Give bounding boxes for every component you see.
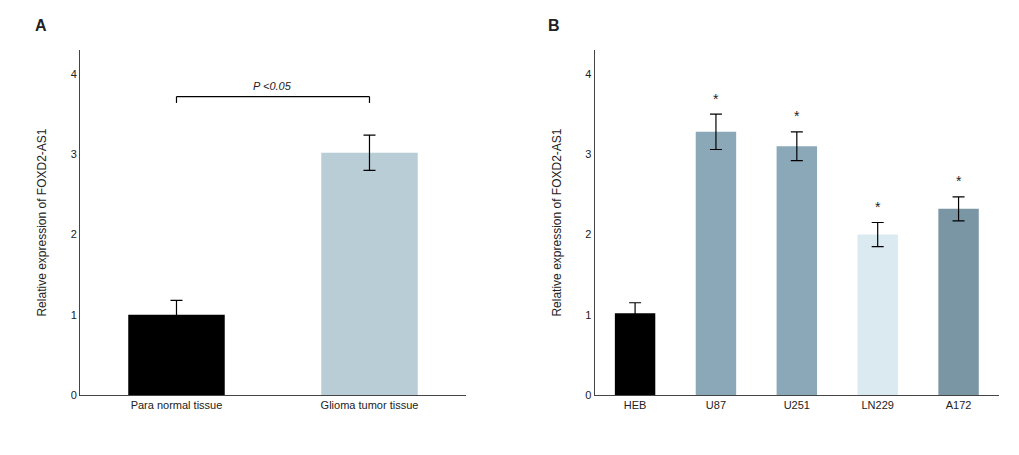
- svg-text:*: *: [875, 199, 881, 215]
- svg-text:3: 3: [71, 148, 77, 160]
- svg-text:0: 0: [71, 389, 77, 401]
- svg-text:Relative expression of FOXD2-A: Relative expression of FOXD2-AS1: [35, 128, 49, 316]
- svg-text:HEB: HEB: [624, 399, 647, 411]
- svg-text:P <0.05: P <0.05: [253, 80, 292, 92]
- svg-text:*: *: [713, 91, 719, 107]
- svg-text:2: 2: [71, 228, 77, 240]
- svg-text:Para normal tissue: Para normal tissue: [131, 399, 223, 411]
- svg-text:1: 1: [71, 309, 77, 321]
- svg-text:4: 4: [585, 68, 591, 80]
- svg-text:B: B: [548, 17, 560, 34]
- svg-text:A: A: [35, 17, 47, 34]
- svg-text:*: *: [956, 173, 962, 189]
- svg-text:*: *: [794, 108, 800, 124]
- svg-text:LN229: LN229: [861, 399, 893, 411]
- svg-text:U251: U251: [784, 399, 810, 411]
- svg-text:A172: A172: [946, 399, 972, 411]
- svg-text:1: 1: [585, 309, 591, 321]
- svg-text:2: 2: [585, 228, 591, 240]
- svg-text:U87: U87: [706, 399, 726, 411]
- svg-text:3: 3: [585, 148, 591, 160]
- svg-text:Relative expression of FOXD2-A: Relative expression of FOXD2-AS1: [550, 128, 564, 316]
- svg-text:Glioma tumor tissue: Glioma tumor tissue: [321, 399, 419, 411]
- svg-text:0: 0: [585, 389, 591, 401]
- svg-text:4: 4: [71, 68, 77, 80]
